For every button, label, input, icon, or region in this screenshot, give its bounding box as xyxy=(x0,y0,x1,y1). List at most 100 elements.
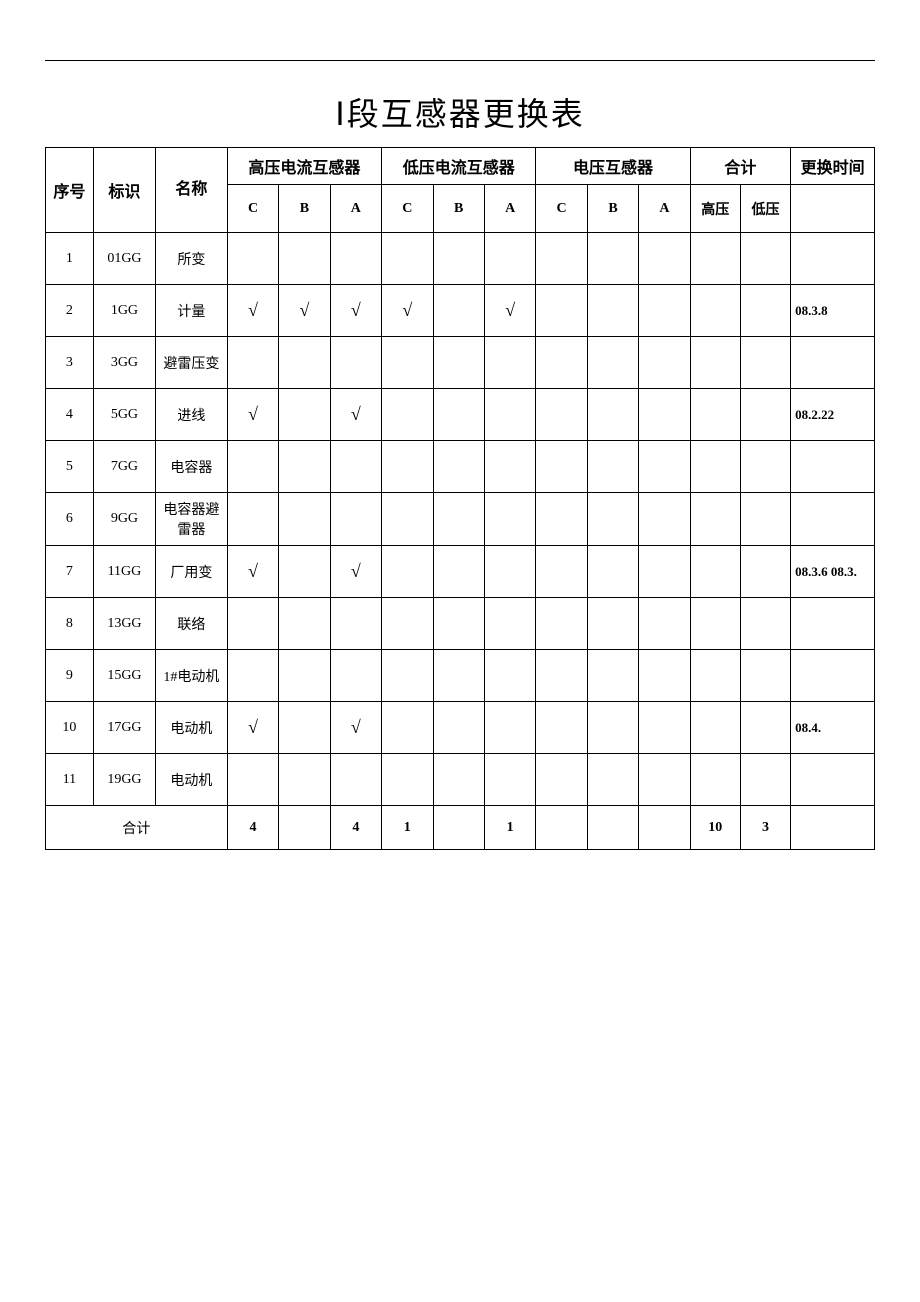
total-vt-a xyxy=(639,806,690,850)
seq-cell: 9 xyxy=(46,650,94,702)
hv-b-cell: √ xyxy=(279,285,330,337)
hv-a-cell xyxy=(330,337,381,389)
sum-lv-cell xyxy=(740,546,790,598)
vt-b-cell xyxy=(587,702,638,754)
vt-c-cell xyxy=(536,598,587,650)
total-vt-c xyxy=(536,806,587,850)
hv-b-cell xyxy=(279,598,330,650)
hv-c-cell: √ xyxy=(227,285,278,337)
seq-cell: 7 xyxy=(46,546,94,598)
seq-cell: 4 xyxy=(46,389,94,441)
transformer-replacement-table: 序号 标识 名称 高压电流互感器 低压电流互感器 电压互感器 合计 更换时间 C… xyxy=(45,147,875,850)
lv-c-cell xyxy=(382,493,433,546)
vt-a-cell xyxy=(639,754,690,806)
date-cell xyxy=(791,650,875,702)
header-lv-b: B xyxy=(433,185,484,233)
id-cell: 19GG xyxy=(93,754,155,806)
date-cell: 08.2.22 xyxy=(791,389,875,441)
lv-c-cell xyxy=(382,598,433,650)
name-cell: 厂用变 xyxy=(156,546,228,598)
hv-a-cell xyxy=(330,754,381,806)
id-cell: 13GG xyxy=(93,598,155,650)
vt-a-cell xyxy=(639,285,690,337)
lv-b-cell xyxy=(433,493,484,546)
vt-a-cell xyxy=(639,493,690,546)
date-cell: 08.3.6 08.3. xyxy=(791,546,875,598)
sum-hv-cell xyxy=(690,233,740,285)
vt-c-cell xyxy=(536,285,587,337)
id-cell: 7GG xyxy=(93,441,155,493)
vt-c-cell xyxy=(536,389,587,441)
hv-b-cell xyxy=(279,441,330,493)
table-row: 711GG厂用变√√08.3.6 08.3. xyxy=(46,546,875,598)
seq-cell: 1 xyxy=(46,233,94,285)
sum-hv-cell xyxy=(690,389,740,441)
id-cell: 11GG xyxy=(93,546,155,598)
total-lv-a: 1 xyxy=(484,806,535,850)
lv-c-cell: √ xyxy=(382,285,433,337)
vt-a-cell xyxy=(639,650,690,702)
hv-c-cell xyxy=(227,441,278,493)
header-sum-hv: 高压 xyxy=(690,185,740,233)
total-sum-hv: 10 xyxy=(690,806,740,850)
sum-lv-cell xyxy=(740,493,790,546)
header-hv-a: A xyxy=(330,185,381,233)
date-cell xyxy=(791,233,875,285)
lv-a-cell xyxy=(484,233,535,285)
lv-a-cell xyxy=(484,702,535,754)
name-cell: 计量 xyxy=(156,285,228,337)
date-cell: 08.3.8 xyxy=(791,285,875,337)
vt-b-cell xyxy=(587,598,638,650)
header-name: 名称 xyxy=(156,148,228,233)
seq-cell: 5 xyxy=(46,441,94,493)
lv-b-cell xyxy=(433,650,484,702)
vt-b-cell xyxy=(587,493,638,546)
vt-a-cell xyxy=(639,441,690,493)
lv-c-cell xyxy=(382,389,433,441)
header-date: 更换时间 xyxy=(791,148,875,185)
name-cell: 电动机 xyxy=(156,754,228,806)
date-cell xyxy=(791,493,875,546)
total-lv-b xyxy=(433,806,484,850)
table-row: 21GG计量√√√√√08.3.8 xyxy=(46,285,875,337)
page-title: Ⅰ段互感器更换表 xyxy=(45,89,875,135)
hv-a-cell: √ xyxy=(330,389,381,441)
total-sum-lv: 3 xyxy=(740,806,790,850)
sum-lv-cell xyxy=(740,233,790,285)
table-row: 1119GG电动机 xyxy=(46,754,875,806)
sum-hv-cell xyxy=(690,546,740,598)
id-cell: 5GG xyxy=(93,389,155,441)
vt-a-cell xyxy=(639,233,690,285)
lv-a-cell xyxy=(484,389,535,441)
lv-c-cell xyxy=(382,754,433,806)
header-hv-c: C xyxy=(227,185,278,233)
sum-hv-cell xyxy=(690,337,740,389)
hv-c-cell xyxy=(227,233,278,285)
date-cell xyxy=(791,441,875,493)
vt-b-cell xyxy=(587,233,638,285)
sum-lv-cell xyxy=(740,337,790,389)
date-cell xyxy=(791,754,875,806)
lv-a-cell xyxy=(484,598,535,650)
name-cell: 进线 xyxy=(156,389,228,441)
sum-lv-cell xyxy=(740,285,790,337)
vt-b-cell xyxy=(587,546,638,598)
name-cell: 联络 xyxy=(156,598,228,650)
vt-c-cell xyxy=(536,546,587,598)
header-lv-a: A xyxy=(484,185,535,233)
hv-a-cell: √ xyxy=(330,285,381,337)
page-rule xyxy=(45,60,875,61)
sum-lv-cell xyxy=(740,389,790,441)
header-total: 合计 xyxy=(690,148,790,185)
header-date-blank xyxy=(791,185,875,233)
lv-c-cell xyxy=(382,337,433,389)
hv-c-cell: √ xyxy=(227,702,278,754)
hv-b-cell xyxy=(279,337,330,389)
hv-c-cell xyxy=(227,598,278,650)
vt-b-cell xyxy=(587,754,638,806)
lv-a-cell xyxy=(484,441,535,493)
lv-c-cell xyxy=(382,233,433,285)
name-cell: 电容器 xyxy=(156,441,228,493)
sum-lv-cell xyxy=(740,598,790,650)
total-hv-a: 4 xyxy=(330,806,381,850)
